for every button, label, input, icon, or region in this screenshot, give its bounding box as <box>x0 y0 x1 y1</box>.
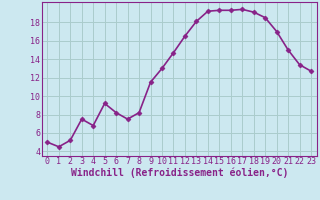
X-axis label: Windchill (Refroidissement éolien,°C): Windchill (Refroidissement éolien,°C) <box>70 168 288 178</box>
